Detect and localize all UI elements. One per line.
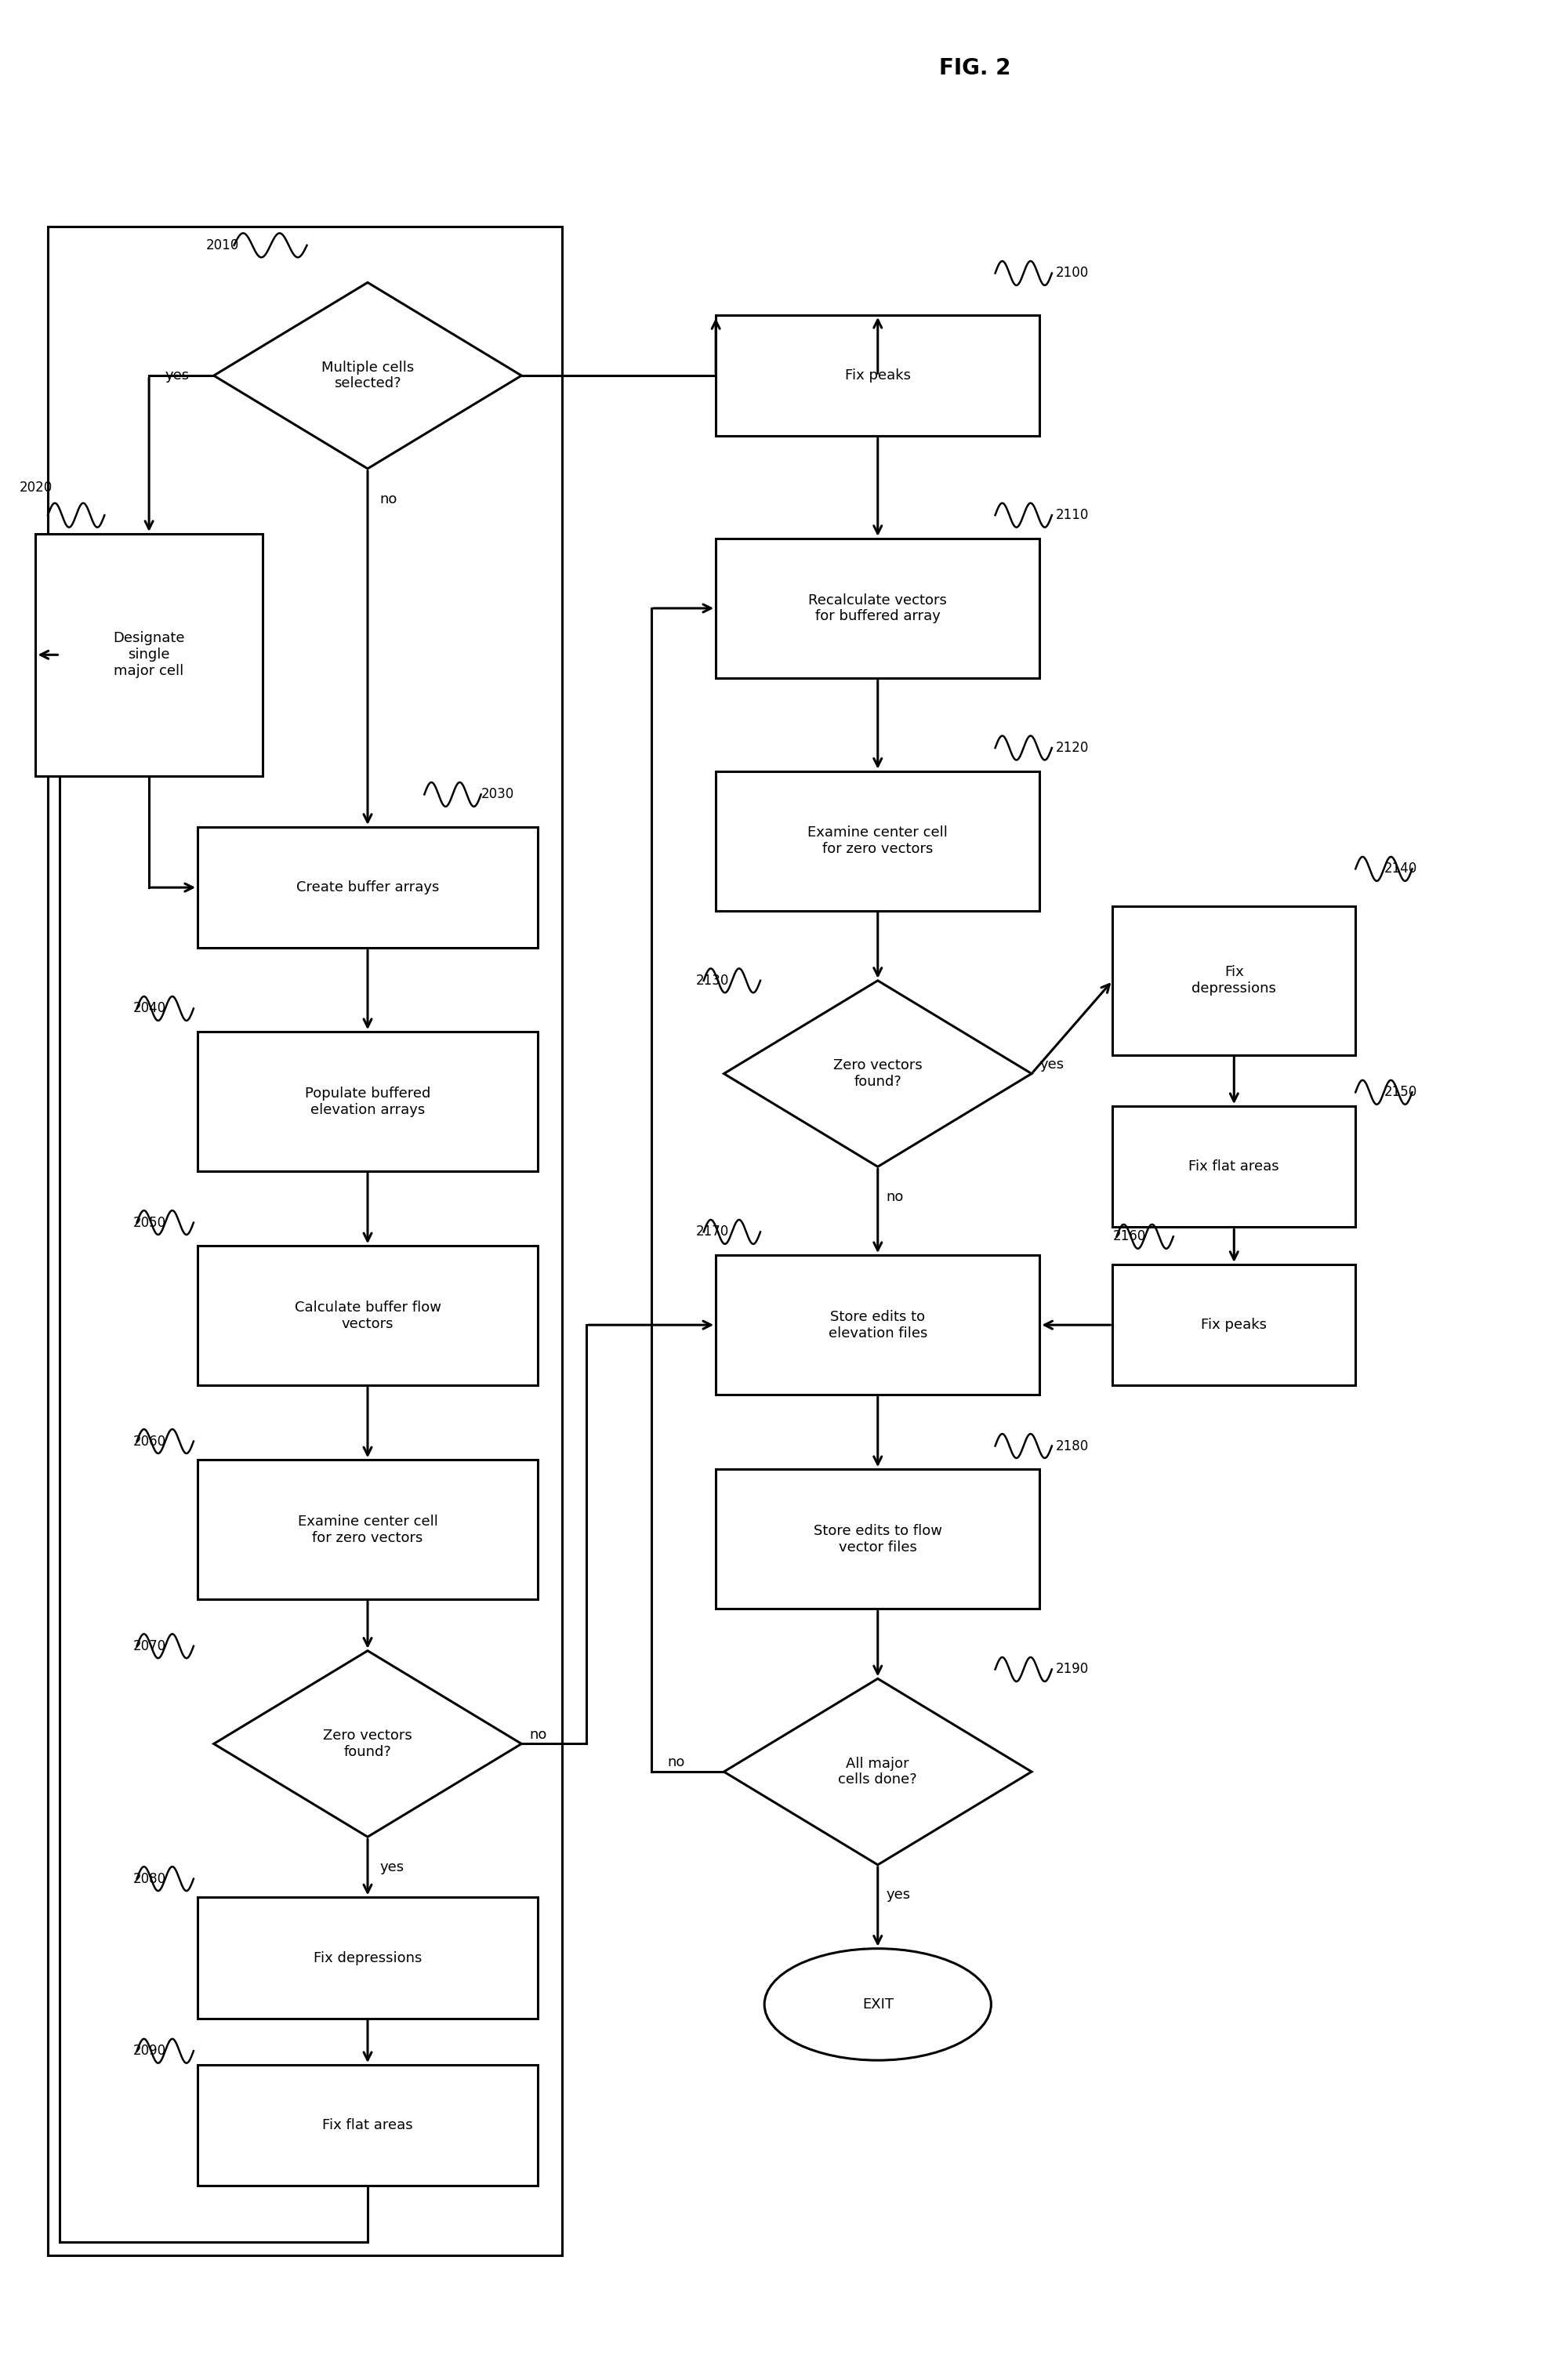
Bar bbox=[715, 771, 1040, 912]
Text: yes: yes bbox=[885, 1887, 910, 1902]
Bar bbox=[198, 1897, 538, 2018]
Text: 2050: 2050 bbox=[133, 1216, 165, 1230]
Text: 2180: 2180 bbox=[1055, 1440, 1089, 1454]
Text: Zero vectors
found?: Zero vectors found? bbox=[833, 1059, 922, 1090]
Bar bbox=[1112, 1107, 1355, 1228]
Text: Store edits to flow
vector files: Store edits to flow vector files bbox=[814, 1523, 942, 1554]
Text: Calculate buffer flow
vectors: Calculate buffer flow vectors bbox=[295, 1299, 440, 1330]
Text: 2070: 2070 bbox=[133, 1640, 165, 1654]
Polygon shape bbox=[213, 283, 522, 469]
Text: Zero vectors
found?: Zero vectors found? bbox=[323, 1728, 413, 1759]
Text: Create buffer arrays: Create buffer arrays bbox=[297, 881, 439, 895]
Bar bbox=[1112, 907, 1355, 1054]
Bar bbox=[198, 1033, 538, 1171]
Text: 2100: 2100 bbox=[1055, 267, 1089, 281]
Text: no: no bbox=[885, 1190, 904, 1204]
Polygon shape bbox=[725, 1678, 1032, 1866]
Text: Fix flat areas: Fix flat areas bbox=[1188, 1159, 1279, 1173]
Text: yes: yes bbox=[380, 1861, 405, 1875]
Text: All major
cells done?: All major cells done? bbox=[839, 1756, 918, 1787]
Bar bbox=[715, 1254, 1040, 1395]
Text: Populate buffered
elevation arrays: Populate buffered elevation arrays bbox=[304, 1085, 431, 1116]
Text: yes: yes bbox=[1040, 1057, 1065, 1071]
Text: 2040: 2040 bbox=[133, 1002, 165, 1016]
Text: 2160: 2160 bbox=[1112, 1230, 1146, 1245]
Text: Fix depressions: Fix depressions bbox=[314, 1952, 422, 1966]
Text: no: no bbox=[530, 1728, 547, 1742]
Bar bbox=[198, 826, 538, 947]
Text: 2110: 2110 bbox=[1055, 509, 1089, 521]
Text: Examine center cell
for zero vectors: Examine center cell for zero vectors bbox=[298, 1514, 437, 1545]
Text: 2030: 2030 bbox=[480, 788, 514, 802]
Bar bbox=[48, 226, 562, 2256]
Text: 2190: 2190 bbox=[1055, 1661, 1089, 1676]
Polygon shape bbox=[213, 1652, 522, 1837]
Bar bbox=[1112, 1264, 1355, 1385]
Text: 2140: 2140 bbox=[1384, 862, 1417, 876]
Text: 2010: 2010 bbox=[205, 238, 239, 252]
Text: EXIT: EXIT bbox=[862, 1997, 893, 2011]
Text: Fix flat areas: Fix flat areas bbox=[323, 2118, 413, 2132]
Text: 2020: 2020 bbox=[20, 481, 53, 495]
Text: 2060: 2060 bbox=[133, 1435, 165, 1449]
Bar bbox=[715, 538, 1040, 678]
Text: 2080: 2080 bbox=[133, 1871, 165, 1885]
Text: FIG. 2: FIG. 2 bbox=[939, 57, 1010, 79]
Text: 2170: 2170 bbox=[695, 1226, 729, 1240]
Text: Examine center cell
for zero vectors: Examine center cell for zero vectors bbox=[808, 826, 949, 857]
Text: 2130: 2130 bbox=[695, 973, 729, 988]
Bar bbox=[198, 2066, 538, 2185]
Bar bbox=[198, 1245, 538, 1385]
Text: yes: yes bbox=[165, 369, 190, 383]
Ellipse shape bbox=[765, 1949, 992, 2061]
Text: Multiple cells
selected?: Multiple cells selected? bbox=[321, 359, 414, 390]
Bar bbox=[715, 314, 1040, 436]
Bar bbox=[36, 533, 263, 776]
Text: no: no bbox=[667, 1756, 684, 1768]
Text: Designate
single
major cell: Designate single major cell bbox=[113, 631, 185, 678]
Text: 2090: 2090 bbox=[133, 2044, 165, 2059]
Bar bbox=[715, 1468, 1040, 1609]
Text: Fix peaks: Fix peaks bbox=[845, 369, 910, 383]
Text: Recalculate vectors
for buffered array: Recalculate vectors for buffered array bbox=[808, 593, 947, 624]
Polygon shape bbox=[725, 981, 1032, 1166]
Text: Store edits to
elevation files: Store edits to elevation files bbox=[828, 1309, 927, 1340]
Text: 2150: 2150 bbox=[1384, 1085, 1417, 1100]
Text: no: no bbox=[380, 493, 397, 507]
Text: Fix peaks: Fix peaks bbox=[1200, 1319, 1267, 1333]
Text: Fix
depressions: Fix depressions bbox=[1191, 966, 1276, 995]
Bar bbox=[198, 1459, 538, 1599]
Text: 2120: 2120 bbox=[1055, 740, 1089, 754]
